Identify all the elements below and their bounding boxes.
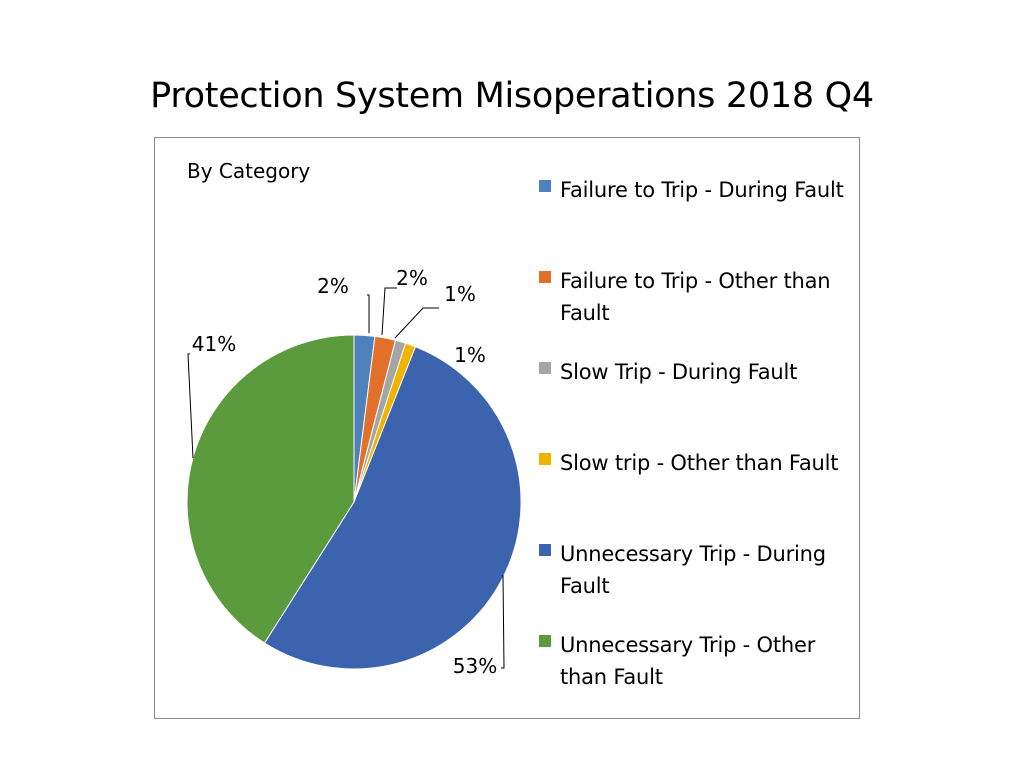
legend-swatch <box>539 362 551 374</box>
data-label: 1% <box>444 282 476 306</box>
legend-swatch <box>539 544 551 556</box>
leader-line <box>187 353 194 459</box>
legend-label: Unnecessary Trip - Other than Fault <box>560 633 816 689</box>
data-labels: 2% 2% 1% 1% 53% 41% <box>192 266 497 678</box>
legend-swatch <box>539 635 551 647</box>
legend-label: Failure to Trip - Other than Fault <box>560 269 831 325</box>
legend-label: Failure to Trip - During Fault <box>560 178 844 202</box>
chart-area: By Category 2% 2% 1% 1% 53% 41% Failure to Tr… <box>154 137 860 719</box>
legend-label: Slow Trip - During Fault <box>560 360 798 384</box>
data-label: 41% <box>192 332 236 356</box>
legend-swatch <box>539 453 551 465</box>
data-label: 1% <box>454 343 486 367</box>
pie-chart: By Category 2% 2% 1% 1% 53% 41% <box>186 159 522 678</box>
pie-slices <box>186 334 522 670</box>
chart-subtitle: By Category <box>187 159 310 183</box>
legend-swatch <box>539 271 551 283</box>
leader-lines <box>187 287 505 669</box>
leader-line <box>394 307 439 339</box>
legend-swatch <box>539 180 551 192</box>
slide-title: Protection System Misoperations 2018 Q4 <box>150 76 874 116</box>
leader-line <box>501 574 505 669</box>
data-label: 2% <box>317 274 349 298</box>
leader-line <box>367 294 370 333</box>
data-label: 53% <box>453 654 497 678</box>
legend-label: Slow trip - Other than Fault <box>560 451 839 475</box>
legend-label: Unnecessary Trip - During Fault <box>560 542 826 598</box>
pie-slice <box>186 334 355 644</box>
data-label: 2% <box>396 266 428 290</box>
leader-line <box>381 287 397 336</box>
